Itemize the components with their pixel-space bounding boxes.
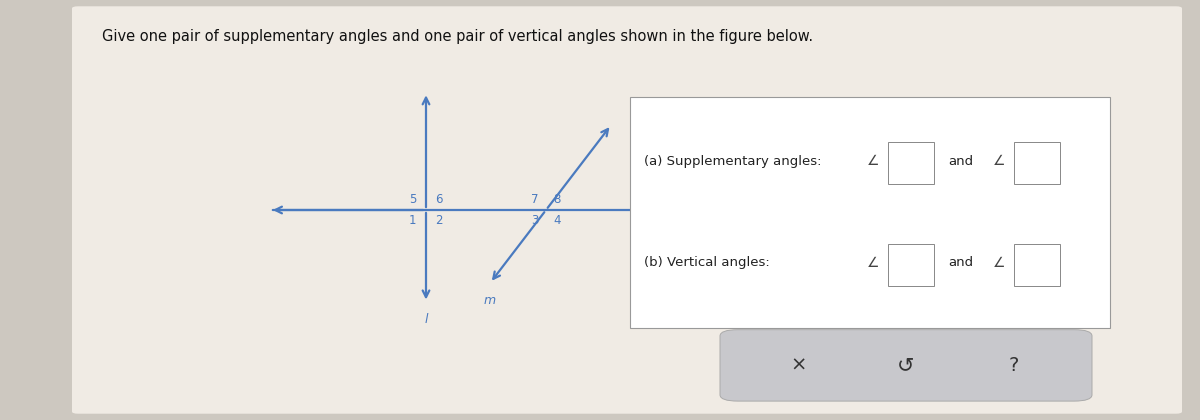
- Text: ∠: ∠: [992, 256, 1004, 270]
- Bar: [888, 244, 934, 286]
- Text: and: and: [948, 155, 973, 168]
- Text: 1: 1: [409, 214, 416, 227]
- FancyBboxPatch shape: [720, 330, 1092, 401]
- Text: m: m: [484, 294, 496, 307]
- Text: (a) Supplementary angles:: (a) Supplementary angles:: [644, 155, 822, 168]
- Text: ?: ?: [1008, 356, 1019, 375]
- Text: ∠: ∠: [866, 154, 878, 168]
- Text: 4: 4: [553, 214, 562, 227]
- Bar: [888, 142, 934, 184]
- Text: (b) Vertical angles:: (b) Vertical angles:: [644, 257, 770, 269]
- Text: 8: 8: [553, 193, 562, 206]
- Text: 2: 2: [436, 214, 443, 227]
- Text: Give one pair of supplementary angles and one pair of vertical angles shown in t: Give one pair of supplementary angles an…: [102, 29, 814, 45]
- Text: 6: 6: [436, 193, 443, 206]
- Text: 7: 7: [530, 193, 539, 206]
- Text: 5: 5: [409, 193, 416, 206]
- Text: ∠: ∠: [866, 256, 878, 270]
- Text: ∠: ∠: [992, 154, 1004, 168]
- Bar: [630, 97, 1110, 328]
- Text: and: and: [948, 257, 973, 269]
- Text: 3: 3: [530, 214, 539, 227]
- Text: ×: ×: [791, 356, 806, 375]
- Text: l: l: [425, 313, 427, 326]
- FancyBboxPatch shape: [72, 6, 1182, 414]
- Bar: [1014, 244, 1060, 286]
- Bar: [1014, 142, 1060, 184]
- Text: ↺: ↺: [898, 355, 914, 375]
